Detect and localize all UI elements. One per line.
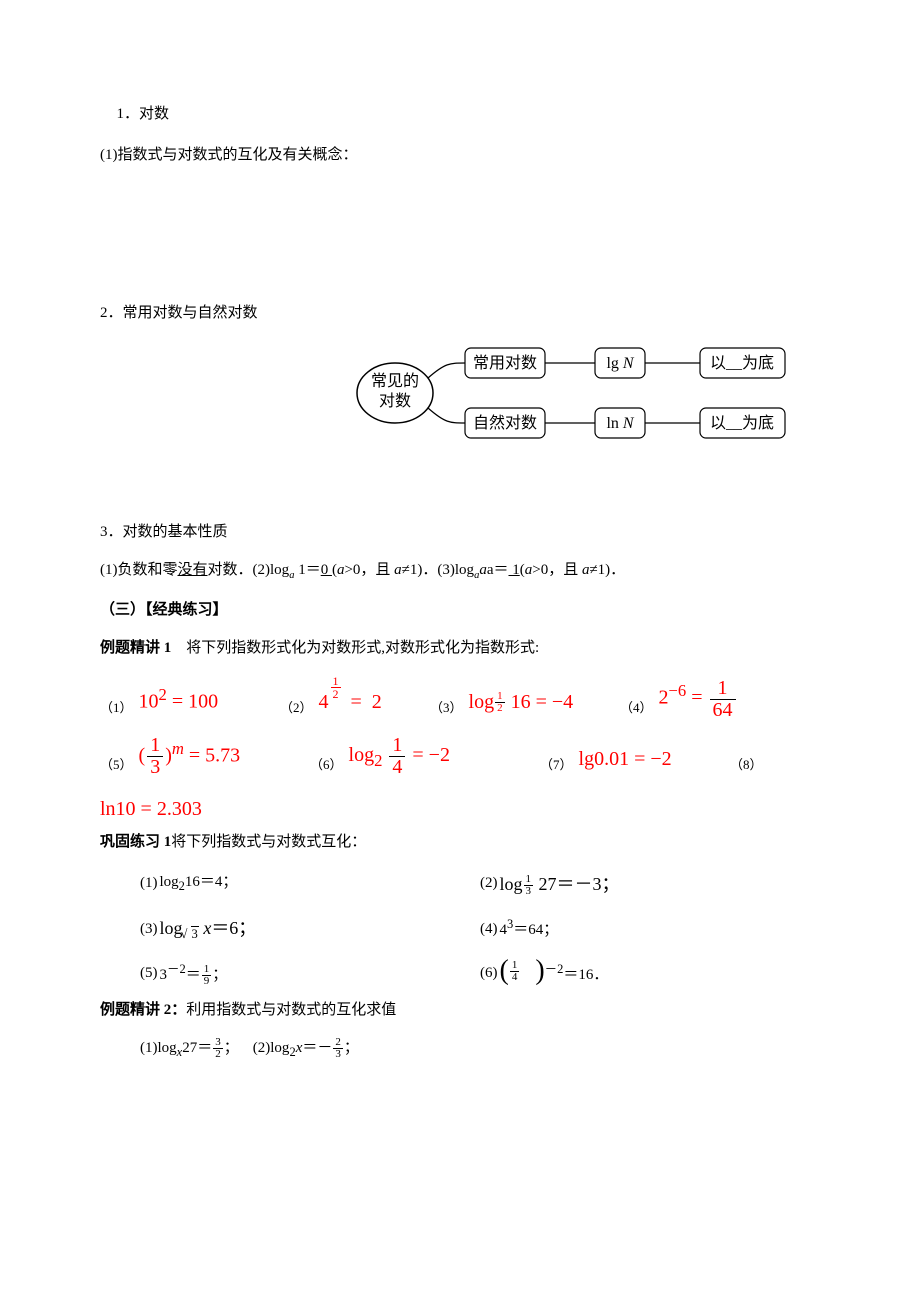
p1-rest: 将下列指数式与对数式互化： <box>171 834 366 850</box>
ex-math: 102 = 100 <box>139 679 219 721</box>
section3-properties: (1)负数和零没有对数．(2)loga 1＝0 (a>0，且 a≠1)．(3)l… <box>100 556 820 586</box>
practice-cell: (2)log13 27＝－3； <box>480 867 820 901</box>
ex-idx: （1） <box>100 696 133 721</box>
svg-text:自然对数: 自然对数 <box>473 414 537 432</box>
fill-one: 1 <box>508 562 519 578</box>
section2-title: 2．常用对数与自然对数 <box>100 299 820 328</box>
ex2-items: (1)logx27＝32； (2)log2x＝－23； <box>140 1034 820 1065</box>
ex-idx: （8） <box>730 753 763 778</box>
svg-text:对数: 对数 <box>379 392 411 410</box>
document-page: 1．对数 (1)指数式与对数式的互化及有关概念： 2．常用对数与自然对数 常见的… <box>0 0 920 1302</box>
practice-cell: (4)43＝64； <box>480 911 820 948</box>
practice-cell: (1)log216＝4； <box>140 867 480 901</box>
diagram-svg: 常见的 对数 常用对数 lg N 以__为底 自然对数 ln N 以__为底 <box>350 338 820 448</box>
ex1-block: （1）102 = 100（2）412 = 2（3）log12 16 = −4（4… <box>100 675 820 828</box>
ex-idx: （2） <box>280 696 313 721</box>
block-title: （三）【经典练习】 <box>100 596 820 625</box>
ex-idx: （6） <box>310 753 343 778</box>
svg-text:常用对数: 常用对数 <box>473 354 537 372</box>
ex2-item: (2)log2x＝－23； <box>253 1034 359 1065</box>
ex-idx: （3） <box>430 696 463 721</box>
svg-text:lg N: lg N <box>606 355 634 372</box>
ex1-row2: （5）(13)m = 5.73（6）log2 14 = −2（7）lg0.01 … <box>100 733 820 779</box>
ex-item: （1）102 = 100 <box>100 679 280 721</box>
ital-a2: a <box>394 562 402 578</box>
practice-row: (5)3－2＝19；(6)(14 )－2＝16． <box>140 957 820 990</box>
svg-text:以__为底: 以__为底 <box>710 354 774 372</box>
ex-item: （7）lg0.01 = −2 <box>540 740 730 778</box>
practice-math: 43＝64； <box>500 913 559 945</box>
text: ≠1)． <box>589 562 625 578</box>
practice-idx: (4) <box>480 915 498 944</box>
text: >0，且 <box>532 562 582 578</box>
practice-idx: (5) <box>140 959 158 988</box>
text: 1＝ <box>294 562 320 578</box>
practice1-list: (1)log216＝4；(2)log13 27＝－3；(3)log3 x＝6；(… <box>100 867 820 990</box>
practice-idx: (2) <box>480 869 498 898</box>
ex-item: （6）log2 14 = −2 <box>310 735 540 778</box>
ex-item: （2）412 = 2 <box>280 683 430 721</box>
practice-math: (14 )－2＝16． <box>500 957 609 990</box>
practice-cell: (6)(14 )－2＝16． <box>480 957 820 990</box>
ex-math: log2 14 = −2 <box>349 735 450 778</box>
ex-item: （4）2−6 = 164 <box>620 675 760 721</box>
fill-noexist: 没有 <box>178 562 208 578</box>
practice-idx: (1) <box>140 869 158 898</box>
ex-idx: （7） <box>540 753 573 778</box>
section3-title: 3．对数的基本性质 <box>100 518 820 547</box>
svg-text:常见的: 常见的 <box>371 372 419 390</box>
practice1-title: 巩固练习 1将下列指数式与对数式互化： <box>100 828 820 857</box>
spacer <box>100 448 820 518</box>
ex-math: 2−6 = 164 <box>659 675 738 721</box>
ex-idx: （5） <box>100 753 133 778</box>
ex-math: lg0.01 = −2 <box>579 740 672 778</box>
practice-math: log216＝4； <box>160 868 238 899</box>
fill-zero: 0 <box>321 562 332 578</box>
ex1-rest: 将下列指数形式化为对数形式,对数形式化为指数形式: <box>171 640 539 656</box>
ex2-title: 例题精讲 2：利用指数式与对数式的互化求值 <box>100 996 820 1025</box>
practice-idx: (6) <box>480 959 498 988</box>
ex2-prefix: 例题精讲 2： <box>100 1002 186 1018</box>
ex-math: 412 = 2 <box>319 683 382 721</box>
practice-row: (1)log216＝4；(2)log13 27＝－3； <box>140 867 820 901</box>
svg-text:ln N: ln N <box>606 415 634 432</box>
ex-idx: （4） <box>620 696 653 721</box>
ex-item: （8） <box>730 753 770 778</box>
ex2-item: (1)logx27＝32； <box>140 1034 239 1065</box>
practice-math: log13 27＝－3； <box>500 867 620 901</box>
ex1-title: 例题精讲 1 将下列指数形式化为对数形式,对数形式化为指数形式: <box>100 634 820 663</box>
p1-prefix: 巩固练习 1 <box>100 834 171 850</box>
ex1-prefix: 例题精讲 1 <box>100 640 171 656</box>
text: ≠1)．(3)log <box>402 562 474 578</box>
ex1-tail: ln10 = 2.303 <box>100 790 820 828</box>
section1-sub1: (1)指数式与对数式的互化及有关概念： <box>100 141 820 170</box>
blank-region <box>100 179 820 299</box>
ex2-rest: 利用指数式与对数式的互化求值 <box>186 1002 396 1018</box>
practice-math: 3－2＝19； <box>160 958 228 990</box>
text: >0，且 <box>344 562 394 578</box>
svg-text:以__为底: 以__为底 <box>710 414 774 432</box>
ex-item: （3）log12 16 = −4 <box>430 683 620 721</box>
ex1-row1: （1）102 = 100（2）412 = 2（3）log12 16 = −4（4… <box>100 675 820 721</box>
practice-math: log3 x＝6； <box>160 911 257 948</box>
common-log-diagram: 常见的 对数 常用对数 lg N 以__为底 自然对数 ln N 以__为底 <box>100 338 820 448</box>
ex-math: log12 16 = −4 <box>469 683 574 721</box>
ital-a3: a <box>479 562 487 578</box>
ex-math: (13)m = 5.73 <box>139 733 241 779</box>
text: (1)负数和零 <box>100 562 178 578</box>
text: 对数．(2)log <box>208 562 290 578</box>
ex-item: （5）(13)m = 5.73 <box>100 733 310 779</box>
practice-cell: (3)log3 x＝6； <box>140 911 480 948</box>
practice-idx: (3) <box>140 915 158 944</box>
text: a＝ <box>487 562 509 578</box>
practice-cell: (5)3－2＝19； <box>140 957 480 990</box>
practice-row: (3)log3 x＝6；(4)43＝64； <box>140 911 820 948</box>
section1-title: 1．对数 <box>100 100 820 129</box>
